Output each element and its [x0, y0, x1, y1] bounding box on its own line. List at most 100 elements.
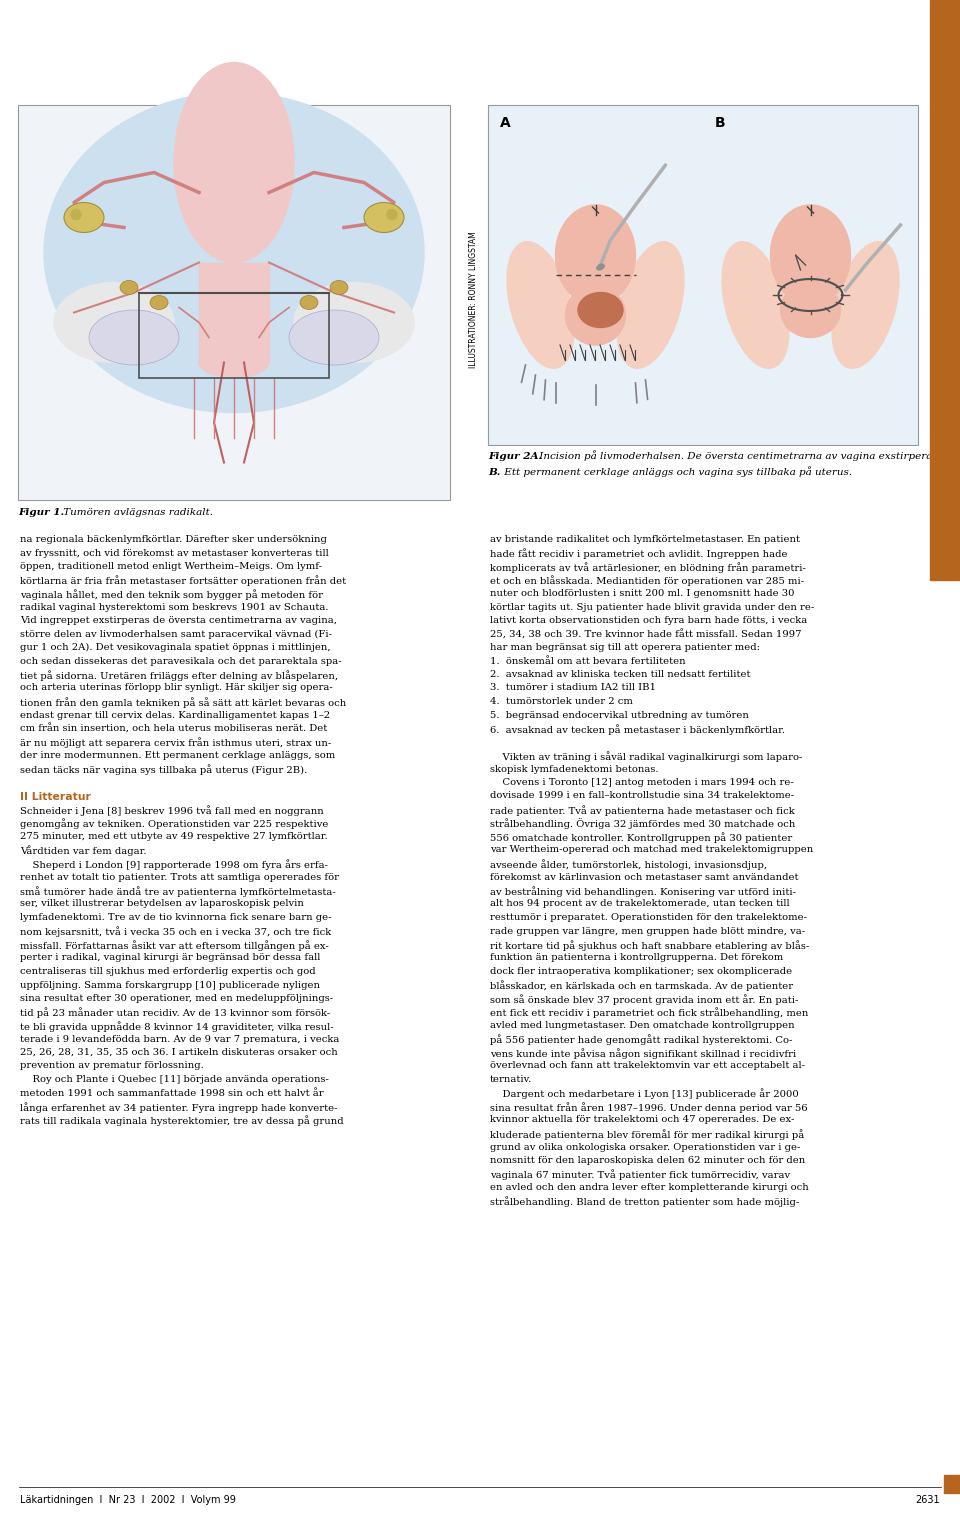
- Text: funktion än patienterna i kontrollgrupperna. Det förekom: funktion än patienterna i kontrollgruppe…: [490, 954, 783, 963]
- Text: et och en blåsskada. Mediantiden för operationen var 285 mi-: et och en blåsskada. Mediantiden för ope…: [490, 576, 804, 586]
- Text: avseende ålder, tumörstorlek, histologi, invasionsdjup,: avseende ålder, tumörstorlek, histologi,…: [490, 860, 767, 870]
- Text: förekomst av kärlinvasion och metastaser samt användandet: förekomst av kärlinvasion och metastaser…: [490, 872, 799, 881]
- Ellipse shape: [565, 286, 626, 345]
- Ellipse shape: [289, 310, 379, 365]
- Text: rats till radikala vaginala hysterektomier, tre av dessa på grund: rats till radikala vaginala hysterektomi…: [20, 1115, 344, 1126]
- Text: nuter och blodförlusten i snitt 200 ml. I genomsnitt hade 30: nuter och blodförlusten i snitt 200 ml. …: [490, 589, 795, 598]
- Text: Roy och Plante i Quebec [11] började använda operations-: Roy och Plante i Quebec [11] började anv…: [20, 1075, 329, 1085]
- Text: 556 omatchade kontroller. Kontrollgruppen på 30 patienter: 556 omatchade kontroller. Kontrollgruppe…: [490, 832, 792, 843]
- Ellipse shape: [507, 242, 574, 368]
- Text: B.: B.: [488, 468, 500, 477]
- Text: Incision på livmoderhalsen. De översta centimetrarna av vagina exstirperas tills: Incision på livmoderhalsen. De översta c…: [536, 450, 960, 460]
- Text: rade gruppen var längre, men gruppen hade blött mindre, va-: rade gruppen var längre, men gruppen had…: [490, 927, 805, 936]
- Text: alt hos 94 procent av de trakelektomerade, utan tecken till: alt hos 94 procent av de trakelektomerad…: [490, 899, 790, 908]
- Text: 6.  avsaknad av tecken på metastaser i bäckenlymfkörtlar.: 6. avsaknad av tecken på metastaser i bä…: [490, 725, 785, 735]
- Text: kvinnor aktuella för trakelektomi och 47 opererades. De ex-: kvinnor aktuella för trakelektomi och 47…: [490, 1115, 794, 1124]
- Text: var Wertheim-opererad och matchad med trakelektomigruppen: var Wertheim-opererad och matchad med tr…: [490, 846, 813, 855]
- Text: körtlarna är fria från metastaser fortsätter operationen från det: körtlarna är fria från metastaser fortsä…: [20, 576, 347, 586]
- Text: tiet på sidorna. Uretären friläggs efter delning av blåspelaren,: tiet på sidorna. Uretären friläggs efter…: [20, 670, 338, 681]
- Bar: [944, 1475, 960, 1493]
- Ellipse shape: [64, 202, 104, 232]
- Text: Läkartidningen  l  Nr 23  l  2002  l  Volym 99: Läkartidningen l Nr 23 l 2002 l Volym 99: [20, 1495, 236, 1505]
- Text: Dargent och medarbetare i Lyon [13] publicerade år 2000: Dargent och medarbetare i Lyon [13] publ…: [490, 1089, 799, 1100]
- Text: små tumörer hade ändå tre av patienterna lymfkörtelmetasta-: små tumörer hade ändå tre av patienterna…: [20, 886, 336, 896]
- Text: överlevnad och fann att trakelektomvin var ett acceptabelt al-: överlevnad och fann att trakelektomvin v…: [490, 1062, 805, 1071]
- Text: 25, 34, 38 och 39. Tre kvinnor hade fått missfall. Sedan 1997: 25, 34, 38 och 39. Tre kvinnor hade fått…: [490, 629, 802, 639]
- Text: körtlar tagits ut. Sju patienter hade blivit gravida under den re-: körtlar tagits ut. Sju patienter hade bl…: [490, 603, 814, 612]
- Text: ent fick ett recidiv i parametriet och fick strålbehandling, men: ent fick ett recidiv i parametriet och f…: [490, 1007, 808, 1018]
- Text: II Litteratur: II Litteratur: [20, 791, 91, 802]
- Text: Schneider i Jena [8] beskrev 1996 två fall med en noggrann: Schneider i Jena [8] beskrev 1996 två fa…: [20, 805, 324, 816]
- Text: av bestrålning vid behandlingen. Konisering var utförd initi-: av bestrålning vid behandlingen. Koniser…: [490, 886, 796, 896]
- Text: Vårdtiden var fem dagar.: Vårdtiden var fem dagar.: [20, 846, 147, 857]
- Bar: [488, 105, 918, 445]
- Text: sina resultat efter 30 operationer, med en medeluppföljnings-: sina resultat efter 30 operationer, med …: [20, 993, 333, 1003]
- Text: vens kunde inte påvisa någon signifikant skillnad i recidivfri: vens kunde inte påvisa någon signifikant…: [490, 1048, 796, 1059]
- Ellipse shape: [722, 242, 789, 368]
- Text: der inre modermunnen. Ett permanent cerklage anläggs, som: der inre modermunnen. Ett permanent cerk…: [20, 750, 335, 760]
- Text: större delen av livmoderhalsen samt paracervikal vävnad (Fi-: större delen av livmoderhalsen samt para…: [20, 629, 332, 638]
- Text: 2631: 2631: [916, 1495, 940, 1505]
- Text: rit kortare tid på sjukhus och haft snabbare etablering av blås-: rit kortare tid på sjukhus och haft snab…: [490, 940, 809, 951]
- Text: av fryssnitt, och vid förekomst av metastaser konverteras till: av fryssnitt, och vid förekomst av metas…: [20, 548, 328, 557]
- Text: Ett permanent cerklage anläggs och vagina sys tillbaka på uterus.: Ett permanent cerklage anläggs och vagin…: [501, 466, 852, 477]
- Text: na regionala bäckenlymfkörtlar. Därefter sker undersökning: na regionala bäckenlymfkörtlar. Därefter…: [20, 535, 326, 544]
- Text: 2.  avsaknad av kliniska tecken till nedsatt fertilitet: 2. avsaknad av kliniska tecken till neds…: [490, 670, 751, 679]
- Text: är nu möjligt att separera cervix från isthmus uteri, strax un-: är nu möjligt att separera cervix från i…: [20, 738, 331, 749]
- Text: terade i 9 levandefödda barn. Av de 9 var 7 prematura, i vecka: terade i 9 levandefödda barn. Av de 9 va…: [20, 1034, 340, 1044]
- Text: Figur 1.: Figur 1.: [18, 507, 64, 516]
- Text: som så önskade blev 37 procent gravida inom ett år. En pati-: som så önskade blev 37 procent gravida i…: [490, 993, 799, 1004]
- Ellipse shape: [780, 283, 841, 337]
- Ellipse shape: [150, 296, 168, 310]
- Ellipse shape: [120, 281, 138, 295]
- Text: dovisade 1999 i en fall–kontrollstudie sina 34 trakelektome-: dovisade 1999 i en fall–kontrollstudie s…: [490, 791, 794, 801]
- Text: lymfadenektomi. Tre av de tio kvinnorna fick senare barn ge-: lymfadenektomi. Tre av de tio kvinnorna …: [20, 913, 331, 922]
- Text: skopisk lymfadenektomi betonas.: skopisk lymfadenektomi betonas.: [490, 764, 659, 773]
- Text: sina resultat från åren 1987–1996. Under denna period var 56: sina resultat från åren 1987–1996. Under…: [490, 1101, 807, 1113]
- Text: Vid ingreppet exstirperas de översta centimetrarna av vagina,: Vid ingreppet exstirperas de översta cen…: [20, 617, 337, 624]
- Text: metoden 1991 och sammanfattade 1998 sin och ett halvt år: metoden 1991 och sammanfattade 1998 sin …: [20, 1089, 324, 1098]
- Text: Figur 2A.: Figur 2A.: [488, 453, 542, 460]
- Text: B: B: [715, 115, 726, 131]
- Text: cm från sin insertion, och hela uterus mobiliseras nerät. Det: cm från sin insertion, och hela uterus m…: [20, 725, 327, 734]
- Text: 4.  tumörstorlek under 2 cm: 4. tumörstorlek under 2 cm: [490, 697, 633, 706]
- Text: blåsskador, en kärlskada och en tarmskada. Av de patienter: blåsskador, en kärlskada och en tarmskad…: [490, 980, 793, 992]
- Text: har man begränsat sig till att operera patienter med:: har man begränsat sig till att operera p…: [490, 643, 760, 652]
- Text: nom kejsarsnitt, två i vecka 35 och en i vecka 37, och tre fick: nom kejsarsnitt, två i vecka 35 och en i…: [20, 927, 331, 937]
- Text: vaginala 67 minuter. Två patienter fick tumörrecidiv, varav: vaginala 67 minuter. Två patienter fick …: [490, 1170, 790, 1180]
- Text: 3.  tumörer i stadium IA2 till IB1: 3. tumörer i stadium IA2 till IB1: [490, 684, 656, 693]
- Bar: [930, 0, 960, 580]
- Ellipse shape: [832, 242, 899, 368]
- Text: och arteria uterinas förlopp blir synligt. Här skiljer sig opera-: och arteria uterinas förlopp blir synlig…: [20, 684, 333, 693]
- Text: Sheperd i London [9] rapporterade 1998 om fyra års erfa-: Sheperd i London [9] rapporterade 1998 o…: [20, 860, 328, 870]
- Text: en avled och den andra lever efter kompletterande kirurgi och: en avled och den andra lever efter kompl…: [490, 1183, 808, 1192]
- Ellipse shape: [387, 210, 397, 220]
- Text: grund av olika onkologiska orsaker. Operationstiden var i ge-: grund av olika onkologiska orsaker. Oper…: [490, 1142, 801, 1151]
- Ellipse shape: [556, 205, 636, 305]
- Text: endast grenar till cervix delas. Kardinalligamentet kapas 1–2: endast grenar till cervix delas. Kardina…: [20, 711, 330, 720]
- Text: tid på 23 månader utan recidiv. Av de 13 kvinnor som försök-: tid på 23 månader utan recidiv. Av de 13…: [20, 1007, 330, 1018]
- Text: vaginala hållet, med den teknik som bygger på metoden för: vaginala hållet, med den teknik som bygg…: [20, 589, 323, 600]
- Text: genomgång av tekniken. Operationstiden var 225 respektive: genomgång av tekniken. Operationstiden v…: [20, 819, 328, 829]
- Text: på 556 patienter hade genomgått radikal hysterektomi. Co-: på 556 patienter hade genomgått radikal …: [490, 1034, 792, 1045]
- Ellipse shape: [578, 293, 623, 328]
- Text: strålbehandling. Bland de tretton patienter som hade möjlig-: strålbehandling. Bland de tretton patien…: [490, 1197, 800, 1208]
- Text: kluderade patienterna blev föremål för mer radikal kirurgi på: kluderade patienterna blev föremål för m…: [490, 1129, 804, 1139]
- Text: Tumören avlägsnas radikalt.: Tumören avlägsnas radikalt.: [60, 507, 213, 516]
- Text: uppföljning. Samma forskargrupp [10] publicerade nyligen: uppföljning. Samma forskargrupp [10] pub…: [20, 980, 320, 989]
- Text: A: A: [500, 115, 511, 131]
- Text: ILLUSTRATIONER: RONNY LINGSTAM: ILLUSTRATIONER: RONNY LINGSTAM: [468, 231, 477, 369]
- Ellipse shape: [771, 205, 851, 305]
- Text: långa erfarenhet av 34 patienter. Fyra ingrepp hade konverte-: långa erfarenhet av 34 patienter. Fyra i…: [20, 1101, 338, 1113]
- Ellipse shape: [597, 264, 604, 270]
- Text: Covens i Toronto [12] antog metoden i mars 1994 och re-: Covens i Toronto [12] antog metoden i ma…: [490, 778, 794, 787]
- Text: prevention av prematur förlossning.: prevention av prematur förlossning.: [20, 1062, 204, 1071]
- Text: centraliseras till sjukhus med erforderlig expertis och god: centraliseras till sjukhus med erforderl…: [20, 968, 316, 977]
- Text: te bli gravida uppnådde 8 kvinnor 14 graviditeter, vilka resul-: te bli gravida uppnådde 8 kvinnor 14 gra…: [20, 1021, 334, 1031]
- Ellipse shape: [617, 242, 684, 368]
- Text: 25, 26, 28, 31, 35, 35 och 36. I artikeln diskuteras orsaker och: 25, 26, 28, 31, 35, 35 och 36. I artikel…: [20, 1048, 338, 1057]
- Text: renhet av totalt tio patienter. Trots att samtliga opererades för: renhet av totalt tio patienter. Trots at…: [20, 872, 339, 881]
- Ellipse shape: [89, 310, 179, 365]
- Text: ternativ.: ternativ.: [490, 1075, 532, 1085]
- Ellipse shape: [294, 283, 414, 363]
